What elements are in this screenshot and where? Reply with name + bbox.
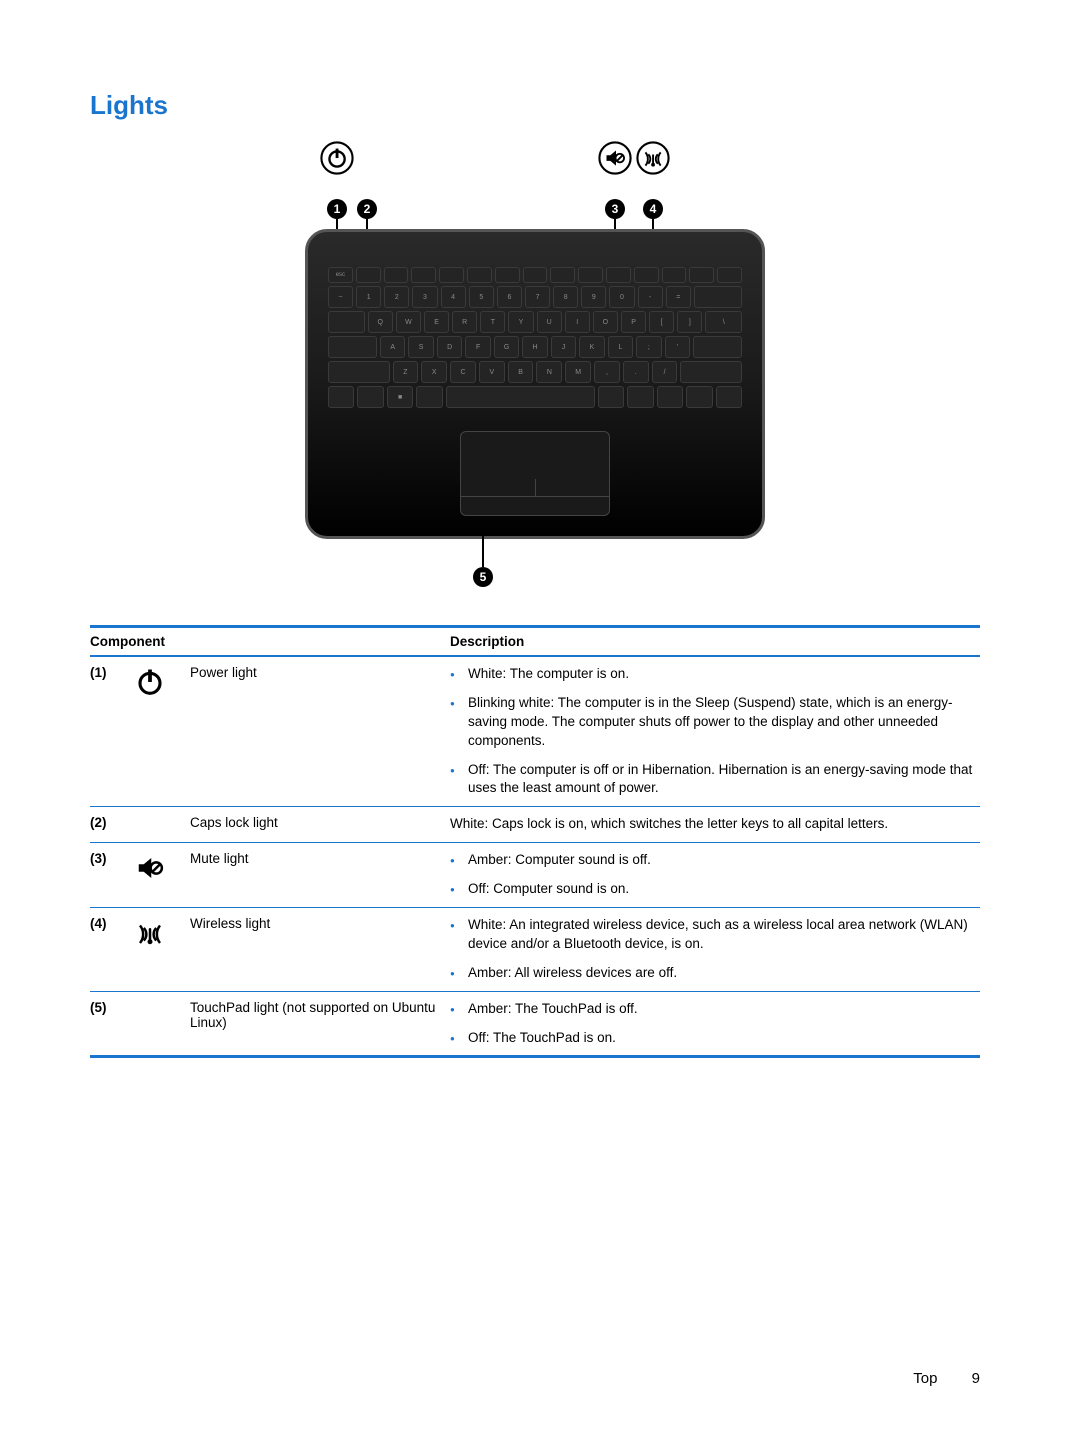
component-name: TouchPad light (not supported on Ubuntu …: [190, 1000, 450, 1048]
description-bullet: Amber: Computer sound is off.: [450, 851, 980, 870]
section-title: Lights: [90, 90, 980, 121]
component-name: Mute light: [190, 851, 450, 899]
component-name: Power light: [190, 665, 450, 798]
component-name: Caps lock light: [190, 815, 450, 834]
table-row: (1) Power lightWhite: The computer is on.…: [90, 657, 980, 807]
callout-badge: 3: [605, 199, 625, 219]
mute-icon: [598, 141, 632, 175]
page-footer: Top 9: [913, 1370, 980, 1387]
table-row: (3) Mute lightAmber: Computer sound is of…: [90, 843, 980, 908]
component-description: White: An integrated wireless device, su…: [450, 916, 980, 983]
description-bullet: Off: Computer sound is on.: [450, 880, 980, 899]
mute-icon: [135, 851, 190, 899]
component-name: Wireless light: [190, 916, 450, 983]
touchpad-illustration: [460, 431, 610, 516]
header-description: Description: [450, 634, 980, 649]
row-number: (5): [90, 1000, 135, 1048]
component-description: White: The computer is on. Blinking white…: [450, 665, 980, 798]
description-bullet: Off: The computer is off or in Hibernati…: [450, 761, 980, 799]
laptop-illustration: esc~1234567890-=QWERTYUIOP[]\ASDFGHJKL;'…: [305, 229, 765, 539]
row-number: (2): [90, 815, 135, 834]
table-header: Component Description: [90, 628, 980, 657]
component-description: Amber: Computer sound is off. Off: Comput…: [450, 851, 980, 899]
power-icon: [320, 141, 354, 175]
wireless-icon: [135, 916, 190, 983]
row-number: (3): [90, 851, 135, 899]
description-bullet: Amber: The TouchPad is off.: [450, 1000, 980, 1019]
wireless-icon: [636, 141, 670, 175]
description-bullet: White: The computer is on.: [450, 665, 980, 684]
description-bullet: White: An integrated wireless device, su…: [450, 916, 980, 954]
row-number: (1): [90, 665, 135, 798]
footer-page-number: 9: [972, 1370, 980, 1387]
component-description: White: Caps lock is on, which switches t…: [450, 815, 980, 834]
callout-badge: 5: [473, 567, 493, 587]
footer-section-label: Top: [913, 1370, 937, 1387]
table-row: (2) Caps lock lightWhite: Caps lock is on…: [90, 807, 980, 843]
no-icon: [135, 815, 190, 834]
callout-badge: 2: [357, 199, 377, 219]
description-bullet: Blinking white: The computer is in the S…: [450, 694, 980, 751]
no-icon: [135, 1000, 190, 1048]
components-table: Component Description (1)Power lightWhit…: [90, 625, 980, 1058]
lights-diagram: 12 34 esc~1234567890-=QWERTYUIOP[]\ASDFGH…: [305, 141, 765, 595]
description-bullet: Off: The TouchPad is on.: [450, 1029, 980, 1048]
callout-badge: 1: [327, 199, 347, 219]
page: Lights 12 34 esc~1234567890-=QWERTYUIOP[]…: [0, 0, 1080, 1437]
description-bullet: Amber: All wireless devices are off.: [450, 964, 980, 983]
power-icon: [135, 665, 190, 798]
table-row: (5) TouchPad light (not supported on Ubun…: [90, 992, 980, 1059]
table-row: (4) Wireless lightWhite: An integrated wi…: [90, 908, 980, 992]
component-description: Amber: The TouchPad is off. Off: The Touc…: [450, 1000, 980, 1048]
row-number: (4): [90, 916, 135, 983]
header-component: Component: [90, 634, 450, 649]
callout-badge: 4: [643, 199, 663, 219]
